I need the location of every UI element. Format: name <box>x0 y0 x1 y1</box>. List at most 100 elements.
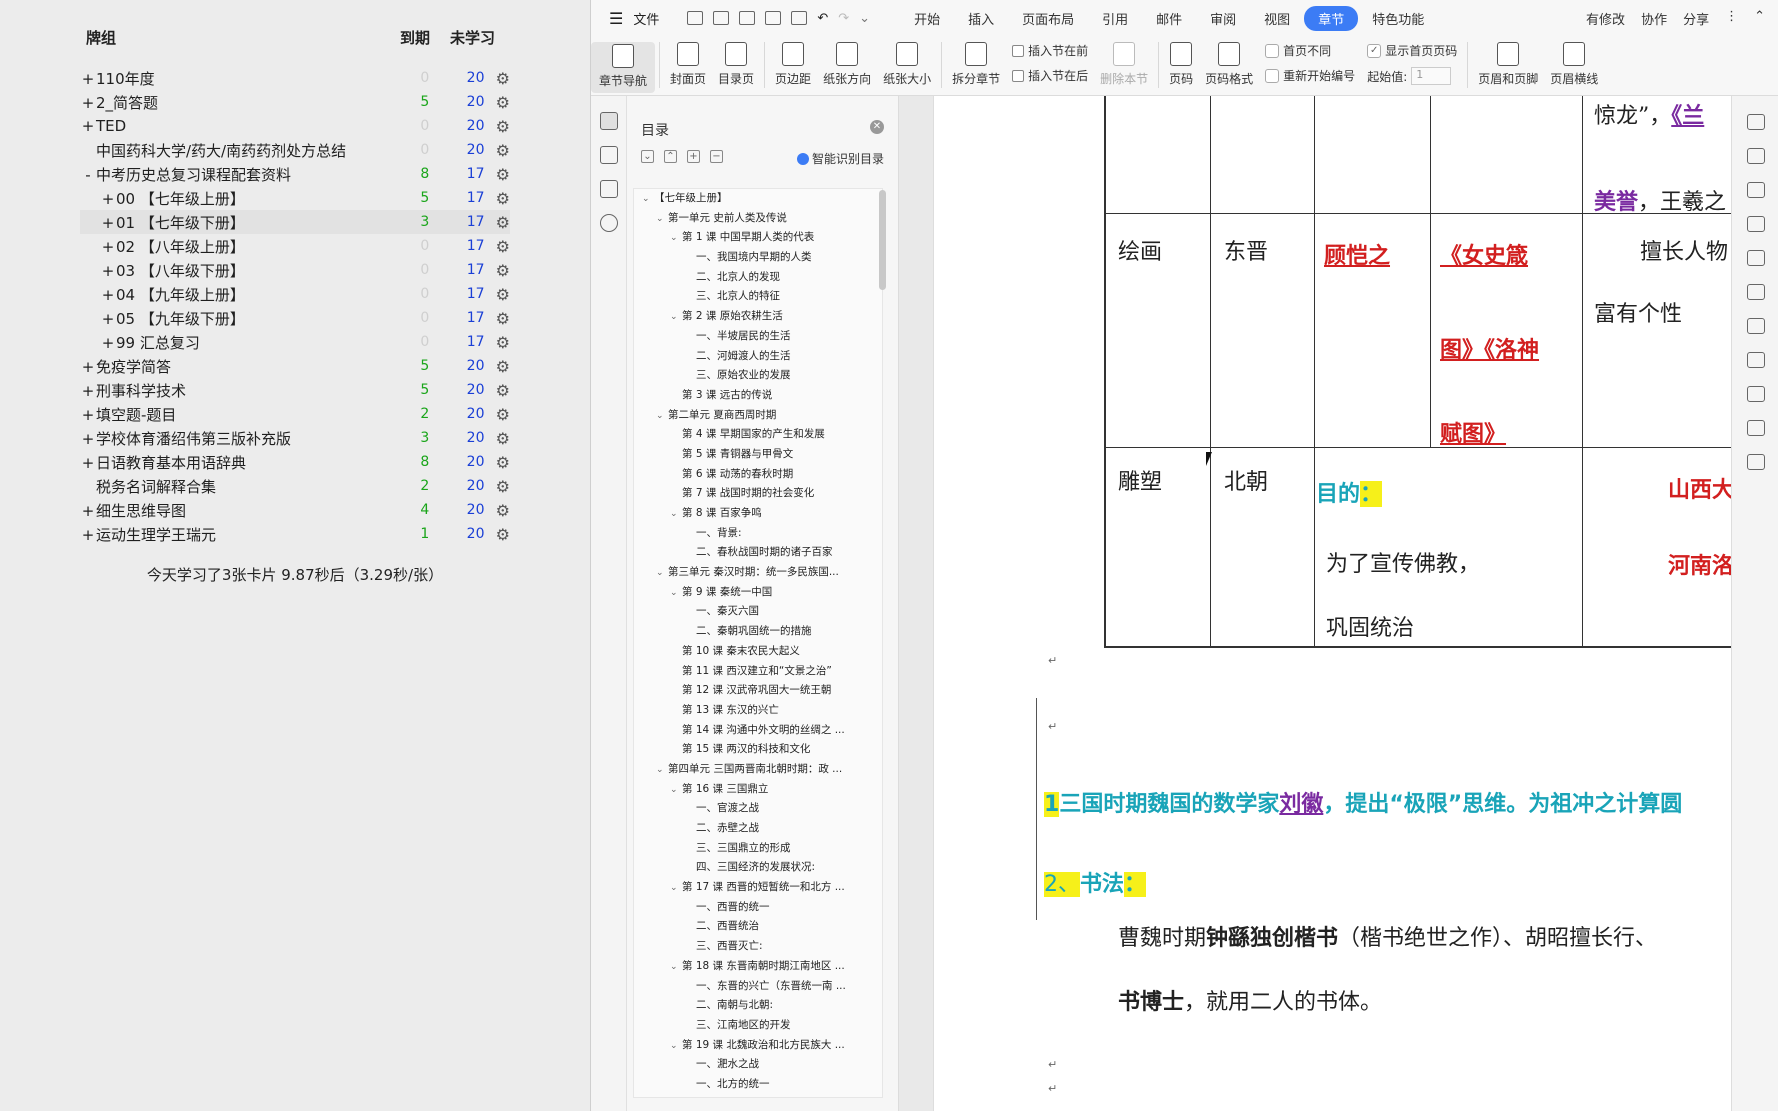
toc-item[interactable]: 二、西晋统治 <box>634 917 882 937</box>
toc-item[interactable]: ⌄ 第 2 课 原始农耕生活 <box>634 307 882 327</box>
gear-icon[interactable]: ⚙ <box>495 284 510 304</box>
image-icon[interactable] <box>1746 454 1765 470</box>
paragraph-2[interactable]: 2、书法： <box>1044 866 1147 898</box>
remove-level-icon[interactable]: − <box>710 150 723 163</box>
print-icon[interactable] <box>765 11 782 25</box>
file-menu[interactable]: 文件 <box>633 12 660 28</box>
cell-works-3[interactable]: 赋图》 <box>1440 421 1507 447</box>
pen-icon[interactable] <box>1746 114 1765 130</box>
toc-item[interactable]: 第 10 课 秦末农民大起义 <box>634 642 882 662</box>
toc-item[interactable]: ⌄ 第 18 课 东晋南朝时期江南地区 ... <box>634 957 882 977</box>
chevron-down-icon[interactable]: ⌄ <box>670 312 678 323</box>
smart-toc-button[interactable]: 智能识别目录 <box>796 150 884 167</box>
deck-expander[interactable]: + <box>101 333 115 352</box>
tab-3[interactable]: 引用 <box>1102 12 1129 28</box>
collapse-icon[interactable]: ⌃ <box>1754 8 1765 24</box>
first-page-different[interactable]: 首页不同 <box>1265 42 1355 59</box>
style-icon[interactable] <box>1746 182 1765 198</box>
paragraph-1[interactable]: 1三国时期魏国的数学家刘徽，提出“极限”思维。为祖冲之计算圆 <box>1044 786 1682 818</box>
deck-expander[interactable]: + <box>81 357 95 376</box>
toc-item[interactable]: 二、秦朝巩固统一的措施 <box>634 622 882 642</box>
toc-item[interactable]: 一、北方的统一 <box>634 1075 882 1095</box>
bookmark-icon[interactable] <box>599 180 618 198</box>
chevron-down-icon[interactable]: ⌄ <box>670 784 678 795</box>
chevron-down-icon[interactable]: ⌄ <box>670 509 678 519</box>
deck-name[interactable]: + 刑事科学技术 <box>80 380 374 401</box>
cell-sculpture[interactable]: 雕塑 <box>1118 470 1163 495</box>
show-first-page-number-checkbox[interactable]: ✓ <box>1367 43 1382 58</box>
gear-icon[interactable]: ⚙ <box>495 404 510 424</box>
toc-item[interactable]: 三、北京人的特征 <box>634 287 882 307</box>
deck-name[interactable]: + 学校体育潘绍伟第三版补充版 <box>80 428 374 449</box>
cell-purpose-line1[interactable]: 为了宣传佛教， <box>1326 552 1481 577</box>
deck-expander[interactable]: + <box>101 285 115 304</box>
toc-item[interactable]: 一、官渡之战 <box>634 799 882 819</box>
show-first-page-number[interactable]: ✓ 显示首页页码 <box>1367 42 1457 59</box>
pointer-icon[interactable] <box>1746 284 1765 300</box>
tab-4[interactable]: 邮件 <box>1156 12 1183 28</box>
orientation-button[interactable]: 纸张方向 <box>817 42 877 87</box>
cell-painting[interactable]: 绘画 <box>1118 240 1163 265</box>
margin-button[interactable]: 页边距 <box>769 42 817 87</box>
deck-row[interactable]: +02 【八年级上册】 0 17 ⚙ <box>80 234 510 258</box>
deck-row[interactable]: +04 【九年级上册】 0 17 ⚙ <box>80 282 510 306</box>
lock-icon[interactable] <box>1746 318 1765 334</box>
collapse-all-icon[interactable]: ⌄ <box>641 150 654 163</box>
deck-name[interactable]: + 运动生理学王瑞元 <box>80 524 374 545</box>
chevron-down-icon[interactable]: ⌄ <box>670 233 678 244</box>
deck-row[interactable]: - 中考历史总复习课程配套资料 8 17 ⚙ <box>80 162 510 186</box>
header-line-button[interactable]: 页眉横线 <box>1544 42 1604 87</box>
gear-icon[interactable]: ⚙ <box>495 68 510 88</box>
gear-icon[interactable]: ⚙ <box>495 356 510 376</box>
deck-name[interactable]: + 免疫学简答 <box>80 356 374 377</box>
save-icon[interactable] <box>713 11 730 25</box>
chapter-panel-icon[interactable] <box>599 146 618 164</box>
toc-item[interactable]: 一、西晋的统一 <box>634 898 882 918</box>
cell-dongjin[interactable]: 东晋 <box>1224 240 1269 265</box>
edit-icon[interactable] <box>1746 216 1765 232</box>
chevron-down-icon[interactable]: ⌄ <box>656 568 664 579</box>
insert-before-button[interactable]: 插入节在前 <box>1012 42 1088 59</box>
gear-icon[interactable]: ⚙ <box>495 116 510 136</box>
deck-expander[interactable]: + <box>81 93 95 112</box>
shapes-icon[interactable] <box>1746 148 1765 164</box>
toc-page-button[interactable]: 目录页 <box>712 42 760 87</box>
header-footer-button[interactable]: 页眉和页脚 <box>1472 42 1544 87</box>
toc-scrollbar[interactable] <box>879 190 886 290</box>
toc-item[interactable]: ⌄ 第 9 课 秦统一中国 <box>634 583 882 603</box>
deck-name[interactable]: +00 【七年级上册】 <box>80 188 374 209</box>
deck-expander[interactable]: + <box>81 453 95 472</box>
has-changes[interactable]: 有修改 <box>1586 12 1626 28</box>
restart-numbering-checkbox[interactable] <box>1265 68 1280 83</box>
tab-2[interactable]: 页面布局 <box>1022 12 1075 28</box>
cell-gu-kaizhi[interactable]: 顾恺之 <box>1324 243 1391 269</box>
paper-size-button[interactable]: 纸张大小 <box>877 42 937 87</box>
paragraph-3[interactable]: 曹魏时期钟繇独创楷书（楷书绝世之作）、胡昭擅长行、 <box>1118 920 1657 952</box>
toc-item[interactable]: 第 14 课 沟通中外文明的丝绸之 ... <box>634 721 882 741</box>
gear-icon[interactable]: ⚙ <box>495 332 510 352</box>
chapter-nav-button[interactable]: 章节导航 <box>591 42 656 93</box>
gear-icon[interactable]: ⚙ <box>495 188 510 208</box>
cell-purpose-line2[interactable]: 巩固统治 <box>1326 616 1415 641</box>
toc-item[interactable]: 三、三国鼎立的形成 <box>634 839 882 859</box>
deck-name[interactable]: + 细生思维导图 <box>80 500 374 521</box>
toc-item[interactable]: 第 12 课 汉武帝巩固大一统王朝 <box>634 681 882 701</box>
toc-item[interactable]: 一、背景: <box>634 524 882 544</box>
gear-icon[interactable]: ⚙ <box>495 452 510 472</box>
deck-row[interactable]: + 免疫学简答 5 20 ⚙ <box>80 354 510 378</box>
cell-row2-desc-2[interactable]: 富有个性 <box>1594 302 1683 327</box>
deck-name[interactable]: +02 【八年级上册】 <box>80 236 374 257</box>
page-number-button[interactable]: 页码 <box>1163 42 1199 87</box>
close-icon[interactable]: ✕ <box>870 120 884 134</box>
hamburger-icon[interactable]: ☰ <box>609 8 624 28</box>
toc-item[interactable]: 一、半坡居民的生活 <box>634 327 882 347</box>
deck-name[interactable]: + TED <box>80 117 374 135</box>
toc-item[interactable]: ⌄ 第 8 课 百家争鸣 <box>634 504 882 524</box>
tab-5[interactable]: 审阅 <box>1210 12 1237 28</box>
toc-item[interactable]: ⌄ 第二单元 夏商西周时期 <box>634 406 882 426</box>
tab-7[interactable]: 章节 <box>1304 5 1359 31</box>
first-page-different-checkbox[interactable] <box>1265 43 1280 58</box>
toc-item[interactable]: ⌄ 第四单元 三国两晋南北朝时期：政 ... <box>634 760 882 780</box>
deck-name[interactable]: - 中考历史总复习课程配套资料 <box>80 164 374 185</box>
tab-6[interactable]: 视图 <box>1264 12 1291 28</box>
